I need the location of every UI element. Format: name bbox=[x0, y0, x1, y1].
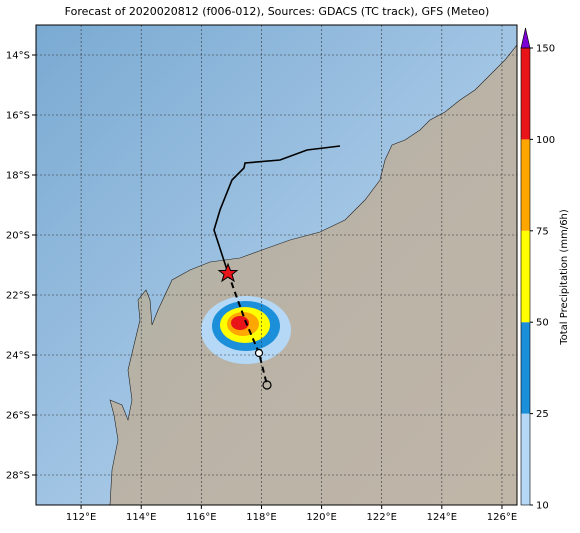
storm-position bbox=[217, 262, 239, 283]
colorbar-segment bbox=[521, 322, 530, 414]
map-frame bbox=[35, 24, 518, 506]
lat-label: 22°S bbox=[6, 291, 30, 302]
colorbar-segment bbox=[521, 413, 530, 505]
graticule bbox=[36, 25, 517, 505]
colorbar-tick-label: 75 bbox=[536, 226, 549, 237]
colorbar-label: Total Precipitation (mm/6h) bbox=[559, 209, 570, 346]
lat-label: 20°S bbox=[6, 231, 30, 242]
colorbar-tick-label: 150 bbox=[536, 44, 555, 55]
colorbar-tick-label: 100 bbox=[536, 135, 555, 146]
lon-label: 122°E bbox=[367, 512, 397, 523]
colorbar: 10 25 50 75 100 150 bbox=[520, 27, 555, 512]
colorbar-tick-label: 50 bbox=[536, 318, 549, 329]
lon-label: 114°E bbox=[126, 512, 156, 523]
lat-label: 24°S bbox=[6, 351, 30, 362]
forecast-point bbox=[254, 348, 264, 358]
forecast-point bbox=[262, 380, 272, 390]
map-title: Forecast of 2020020812 (f006-012), Sourc… bbox=[65, 5, 490, 18]
lon-label: 124°E bbox=[427, 512, 457, 523]
lon-label: 118°E bbox=[246, 512, 276, 523]
colorbar-frame bbox=[520, 47, 531, 506]
forecast-track bbox=[227, 272, 268, 386]
precip-100 bbox=[231, 316, 249, 330]
map-area bbox=[36, 25, 517, 505]
colorbar-tick-label: 10 bbox=[536, 501, 549, 512]
land bbox=[109, 44, 517, 505]
lon-label: 126°E bbox=[487, 512, 517, 523]
colorbar-segment bbox=[521, 48, 530, 140]
colorbar-segment bbox=[521, 139, 530, 231]
lon-label: 120°E bbox=[306, 512, 336, 523]
colorbar-extend bbox=[520, 27, 531, 49]
colorbar-segment bbox=[521, 230, 530, 323]
lat-label: 28°S bbox=[6, 471, 30, 482]
lat-label: 18°S bbox=[6, 171, 30, 182]
lat-label: 14°S bbox=[6, 51, 30, 62]
lon-label: 112°E bbox=[66, 512, 96, 523]
lat-label: 16°S bbox=[6, 111, 30, 122]
colorbar-tick-label: 25 bbox=[536, 409, 549, 420]
past-track bbox=[213, 145, 341, 274]
lon-label: 116°E bbox=[186, 512, 216, 523]
lat-label: 26°S bbox=[6, 411, 30, 422]
